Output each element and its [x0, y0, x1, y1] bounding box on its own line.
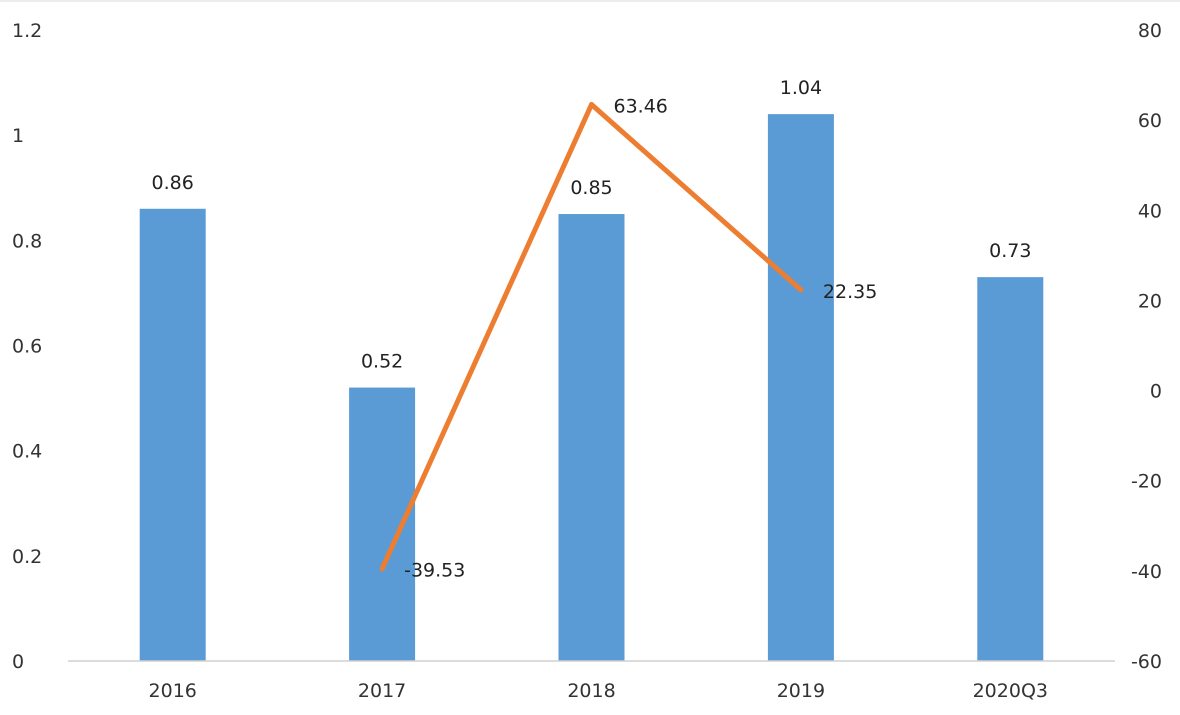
line-point-2018 [589, 102, 594, 108]
bar-2017 [349, 387, 416, 661]
bar-value-label: 0.85 [570, 177, 612, 199]
left-tick-label: 1.2 [12, 20, 42, 42]
category-label: 2019 [777, 680, 825, 702]
right-tick-label: -20 [1131, 471, 1162, 493]
bar-2019 [767, 114, 834, 662]
left-axis: 0 0.2 0.4 0.6 0.8 1 1.2 [12, 20, 42, 673]
right-tick-label: -60 [1131, 651, 1162, 673]
bar-series [139, 114, 1044, 662]
right-tick-label: 0 [1150, 381, 1162, 403]
bar-value-label: 0.86 [152, 172, 194, 194]
right-tick-label: 40 [1138, 200, 1162, 222]
line-data-labels: -39.53 63.46 22.35 [404, 96, 877, 582]
bar-value-label: 0.73 [989, 240, 1031, 262]
category-label: 2017 [358, 680, 406, 702]
left-tick-label: 0.8 [12, 230, 42, 252]
bar-value-label: 0.52 [361, 351, 403, 373]
left-tick-label: 0.6 [12, 336, 42, 358]
line-point-2019 [798, 287, 804, 293]
line-value-label: 63.46 [614, 96, 668, 118]
right-axis: -60 -40 -20 0 20 40 60 80 [1131, 20, 1162, 673]
bar-2018 [558, 214, 625, 661]
right-tick-label: 80 [1138, 20, 1162, 42]
line-series [379, 102, 804, 572]
bar-data-labels: 0.86 0.52 0.85 1.04 0.73 [152, 77, 1032, 372]
left-tick-label: 0 [12, 651, 24, 673]
bar-value-label: 1.04 [780, 77, 822, 99]
category-label: 2016 [149, 680, 197, 702]
line-value-label: -39.53 [404, 560, 465, 582]
right-tick-label: 20 [1138, 290, 1162, 312]
left-tick-label: 0.2 [12, 546, 42, 568]
line-point-2017 [379, 566, 385, 572]
line-value-label: 22.35 [823, 281, 877, 303]
category-label: 2020Q3 [973, 680, 1048, 702]
left-tick-label: 1 [12, 125, 24, 147]
bar-2016 [139, 208, 206, 662]
category-label: 2018 [567, 680, 615, 702]
right-tick-label: 60 [1138, 110, 1162, 132]
left-tick-label: 0.4 [12, 441, 42, 463]
category-axis: 2016 2017 2018 2019 2020Q3 [149, 680, 1048, 702]
right-tick-label: -40 [1131, 561, 1162, 583]
bar-2020Q3 [977, 277, 1044, 661]
